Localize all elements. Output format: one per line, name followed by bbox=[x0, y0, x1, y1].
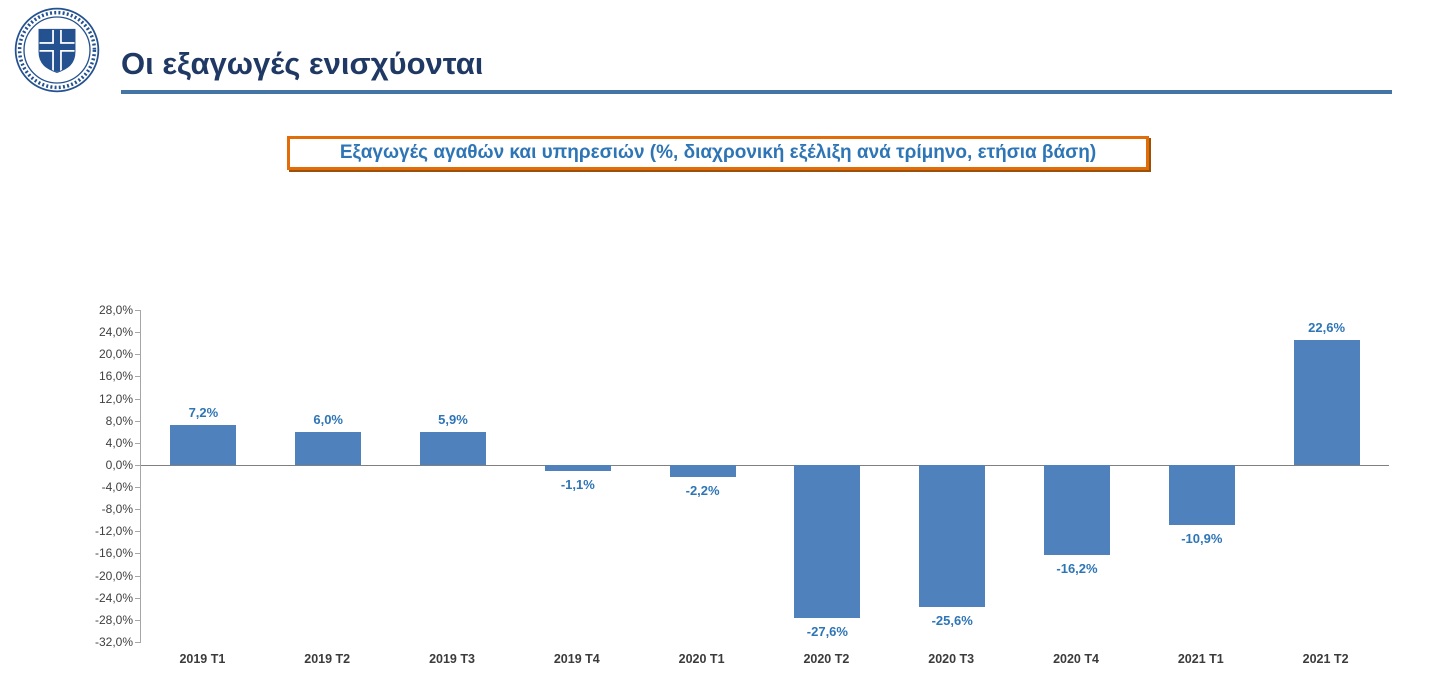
bar-2019-T4 bbox=[544, 464, 611, 471]
x-axis-label: 2020 T3 bbox=[928, 652, 975, 666]
bar-2021-T2 bbox=[1293, 339, 1360, 465]
bar-value-label: -10,9% bbox=[1181, 531, 1223, 547]
y-tick-mark bbox=[135, 376, 141, 378]
bar-value-label: -25,6% bbox=[931, 612, 973, 628]
y-tick-mark bbox=[135, 487, 141, 489]
y-tick-mark bbox=[135, 509, 141, 511]
y-tick-mark bbox=[135, 398, 141, 400]
y-tick-label: 20,0% bbox=[98, 347, 133, 362]
y-tick-mark bbox=[135, 575, 141, 577]
page-title: Οι εξαγωγές ενισχύονται bbox=[121, 46, 484, 81]
y-tick-mark bbox=[135, 619, 141, 621]
y-tick-mark bbox=[135, 420, 141, 422]
y-tick-mark bbox=[135, 553, 141, 555]
y-tick-mark bbox=[135, 332, 141, 334]
x-axis-label: 2021 T1 bbox=[1177, 652, 1224, 666]
y-tick-label: 24,0% bbox=[98, 325, 133, 340]
bar-value-label: 22,6% bbox=[1308, 319, 1346, 335]
x-axis-labels: 2019 T1 2019 T2 2019 T3 2019 T4 2020 T1 2020 … bbox=[140, 652, 1388, 674]
hellenic-republic-emblem-icon bbox=[12, 6, 102, 94]
y-tick-label: 16,0% bbox=[98, 369, 133, 384]
y-tick-label: -8,0% bbox=[101, 502, 133, 517]
bar-value-label: 5,9% bbox=[438, 412, 468, 428]
bar-value-label: -2,2% bbox=[685, 483, 720, 499]
plot-area: 7,2% 6,0% 5,9% -1,1% -2,2% -27,6% -25,6% -16,2%… bbox=[135, 310, 1389, 643]
y-tick-label: 0,0% bbox=[105, 457, 133, 472]
y-tick-mark bbox=[135, 354, 141, 356]
y-tick-mark bbox=[135, 310, 141, 311]
x-axis-label: 2019 T2 bbox=[304, 652, 351, 666]
y-tick-mark bbox=[135, 442, 141, 444]
y-tick-label: -16,0% bbox=[94, 546, 133, 561]
y-tick-mark bbox=[135, 531, 141, 533]
bar-2020-T1 bbox=[669, 464, 736, 478]
y-tick-label: -12,0% bbox=[94, 524, 133, 539]
y-axis-labels: 28,0% 24,0% 20,0% 16,0% 12,0% 8,0% 4,0% 0,0% -4,… bbox=[55, 303, 133, 649]
chart-title-banner: Εξαγωγές αγαθών και υπηρεσιών (%, διαχρο… bbox=[287, 136, 1149, 170]
x-axis-label: 2020 T1 bbox=[678, 652, 725, 666]
x-axis-label: 2019 T3 bbox=[429, 652, 475, 666]
y-tick-label: -20,0% bbox=[94, 568, 133, 583]
x-axis-label: 2020 T4 bbox=[1053, 652, 1099, 666]
y-tick-label: 4,0% bbox=[105, 435, 133, 450]
bar-2019-T1 bbox=[170, 425, 237, 465]
bar-value-label: -1,1% bbox=[560, 477, 595, 493]
bar-value-label: 7,2% bbox=[188, 405, 219, 421]
x-axis-label: 2020 T2 bbox=[803, 652, 850, 666]
y-tick-label: 12,0% bbox=[98, 391, 133, 406]
bar-2020-T3 bbox=[919, 464, 986, 607]
bar-2019-T3 bbox=[420, 432, 486, 465]
y-tick-mark bbox=[135, 464, 141, 466]
bar-2021-T1 bbox=[1168, 464, 1235, 526]
x-axis-label: 2021 T2 bbox=[1302, 652, 1349, 666]
bar-2020-T2 bbox=[794, 464, 861, 618]
chart-title-text: Εξαγωγές αγαθών και υπηρεσιών (%, διαχρο… bbox=[339, 142, 1097, 163]
y-tick-label: -4,0% bbox=[101, 480, 133, 495]
bar-2020-T4 bbox=[1044, 464, 1110, 555]
y-tick-label: 8,0% bbox=[105, 413, 133, 428]
zero-axis-line bbox=[141, 464, 1389, 466]
bar-2019-T2 bbox=[295, 431, 362, 465]
bar-value-label: -27,6% bbox=[806, 623, 848, 639]
y-tick-label: -32,0% bbox=[94, 635, 133, 649]
bar-value-label: -16,2% bbox=[1056, 560, 1098, 576]
title-underline-rule bbox=[121, 90, 1392, 94]
bar-value-label: 6,0% bbox=[313, 411, 343, 427]
y-tick-mark bbox=[135, 597, 141, 599]
y-tick-label: -24,0% bbox=[94, 590, 133, 605]
y-tick-mark bbox=[135, 642, 141, 643]
x-axis-label: 2019 T4 bbox=[553, 652, 600, 666]
y-tick-label: 28,0% bbox=[98, 303, 133, 317]
y-tick-label: -28,0% bbox=[94, 612, 133, 627]
x-axis-label: 2019 T1 bbox=[179, 652, 226, 666]
